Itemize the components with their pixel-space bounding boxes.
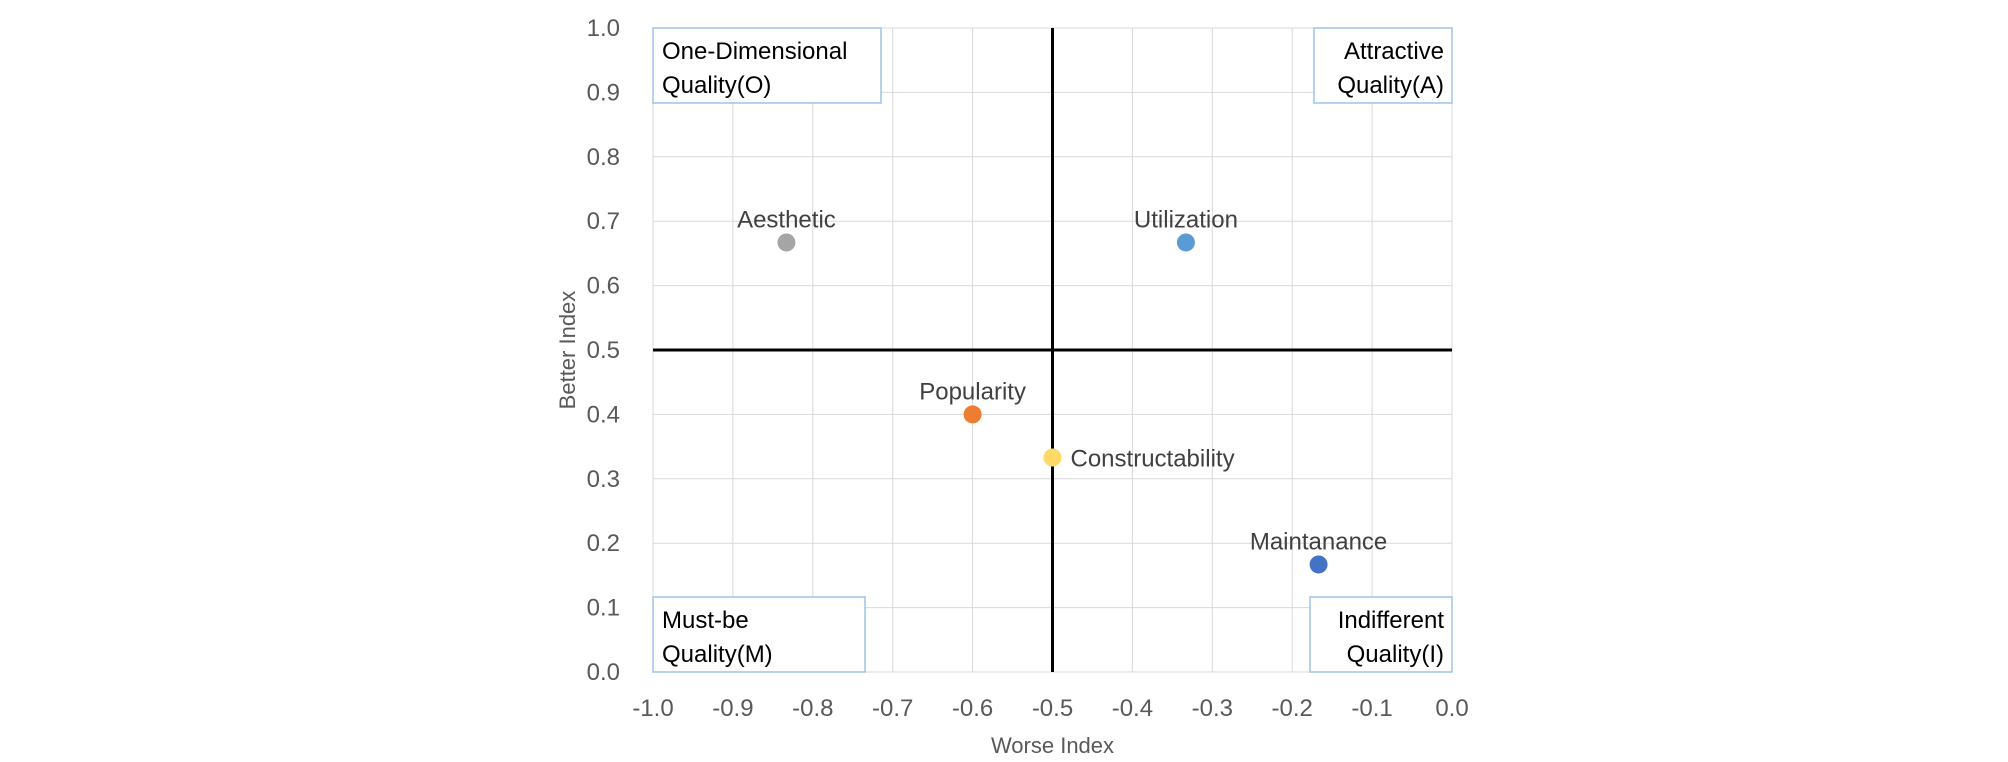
x-tick-label: -0.2: [1272, 695, 1313, 722]
quad-one-dimensional-text: One-Dimensional: [662, 38, 847, 65]
x-tick-label: -0.8: [792, 695, 833, 722]
quadrant-annotations: One-Dimensional Quality(O) Attractive Quali…: [652, 27, 1453, 673]
y-tick-label: 0.9: [587, 79, 620, 106]
quad-indifferent-text: Quality(I): [1347, 641, 1444, 668]
quad-must-be-text: Quality(M): [662, 641, 773, 668]
x-tick-label: -0.3: [1192, 695, 1233, 722]
x-tick-label: -0.5: [1032, 695, 1073, 722]
x-axis-title: Worse Index: [991, 733, 1114, 758]
x-tick-label: -0.1: [1351, 695, 1392, 722]
label-popularity: Popularity: [919, 378, 1026, 405]
y-tick-label: 0.4: [587, 401, 620, 428]
quad-indifferent-box: [1309, 596, 1453, 673]
point-maintanance: [1309, 555, 1328, 574]
point-aesthetic: [777, 233, 796, 252]
x-tick-label: -0.9: [712, 695, 753, 722]
y-tick-label: 0.2: [587, 530, 620, 557]
y-tick-label: 0.3: [587, 466, 620, 493]
quad-indifferent-text: Indifferent: [1338, 607, 1445, 634]
quad-must-be-text: Must-be: [662, 607, 749, 634]
quad-attractive-box: [1313, 27, 1453, 104]
x-tick-label: -0.4: [1112, 695, 1153, 722]
label-maintanance: Maintanance: [1250, 528, 1387, 555]
label-aesthetic: Aesthetic: [737, 206, 836, 233]
x-tick-label: -0.6: [952, 695, 993, 722]
y-tick-label: 0.7: [587, 208, 620, 235]
y-tick-label: 1.0: [587, 15, 620, 42]
y-tick-label: 0.5: [587, 337, 620, 364]
x-tick-label: 0.0: [1435, 695, 1468, 722]
x-tick-label: -1.0: [632, 695, 673, 722]
point-utilization: [1176, 233, 1195, 252]
label-utilization: Utilization: [1134, 206, 1238, 233]
y-tick-label: 0.1: [587, 595, 620, 622]
label-constructability: Constructability: [1071, 446, 1235, 473]
quad-one-dimensional-text: Quality(O): [662, 72, 771, 99]
y-tick-label: 0.8: [587, 144, 620, 171]
y-tick-label: 0.6: [587, 273, 620, 300]
quad-one-dimensional-box: [652, 27, 882, 104]
y-tick-label: 0.0: [587, 659, 620, 686]
point-labels: Utilization Aesthetic Popularity Constructa…: [737, 206, 1387, 555]
tick-labels: -1.0 -0.9 -0.8 -0.7 -0.6 -0.5 -0.4 -0.3 -0.2 -0.1…: [587, 15, 1469, 722]
point-constructability: [1043, 448, 1062, 467]
data-points: [777, 233, 1328, 574]
x-tick-label: -0.7: [872, 695, 913, 722]
quad-attractive-text: Quality(A): [1337, 72, 1444, 99]
point-popularity: [963, 405, 982, 424]
y-axis-title: Better Index: [555, 291, 580, 410]
quadrant-dividers: [653, 28, 1452, 672]
quad-attractive-text: Attractive: [1344, 38, 1444, 65]
quad-must-be-box: [652, 596, 866, 673]
